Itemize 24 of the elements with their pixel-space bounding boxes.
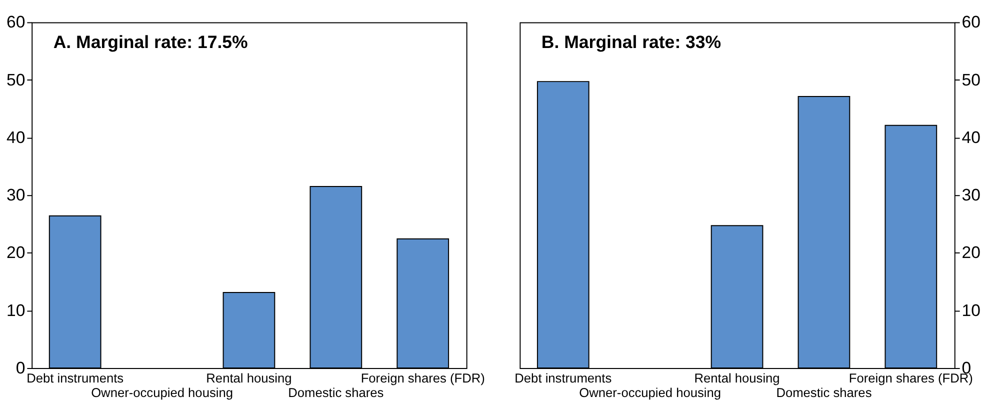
y-tick-label: 50 <box>6 70 26 90</box>
x-tick-label: Debt instruments <box>26 370 124 386</box>
y-tick-label: 10 <box>6 300 26 320</box>
x-tick-label: Owner-occupied housing <box>91 385 233 400</box>
x-tick-label: Domestic shares <box>776 385 872 400</box>
y-tick-label: 30 <box>962 186 980 205</box>
y-tick-label: 50 <box>962 70 980 90</box>
x-tick-label: Debt instruments <box>514 370 612 386</box>
y-tick-label: 10 <box>962 300 980 320</box>
y-tick-label: 60 <box>6 12 26 32</box>
y-tick-label: 30 <box>6 186 26 205</box>
y-tick-label: 0 <box>16 358 26 378</box>
y-tick-label: 40 <box>6 128 26 147</box>
x-tick-label: Rental housing <box>694 370 780 386</box>
text: B. Marginal rate: 33% <box>541 32 722 52</box>
x-tick-label: Rental housing <box>206 370 292 386</box>
y-tick-label: 20 <box>6 243 26 262</box>
x-tick-label: Foreign shares (FDR) <box>360 370 485 386</box>
x-tick-label: Domestic shares <box>288 385 384 400</box>
text: A. Marginal rate: 17.5% <box>53 32 248 52</box>
x-tick-label: Owner-occupied housing <box>579 385 722 400</box>
y-tick-label: 40 <box>962 128 980 147</box>
y-tick-label: 60 <box>962 12 980 32</box>
y-tick-label: 20 <box>962 243 980 262</box>
